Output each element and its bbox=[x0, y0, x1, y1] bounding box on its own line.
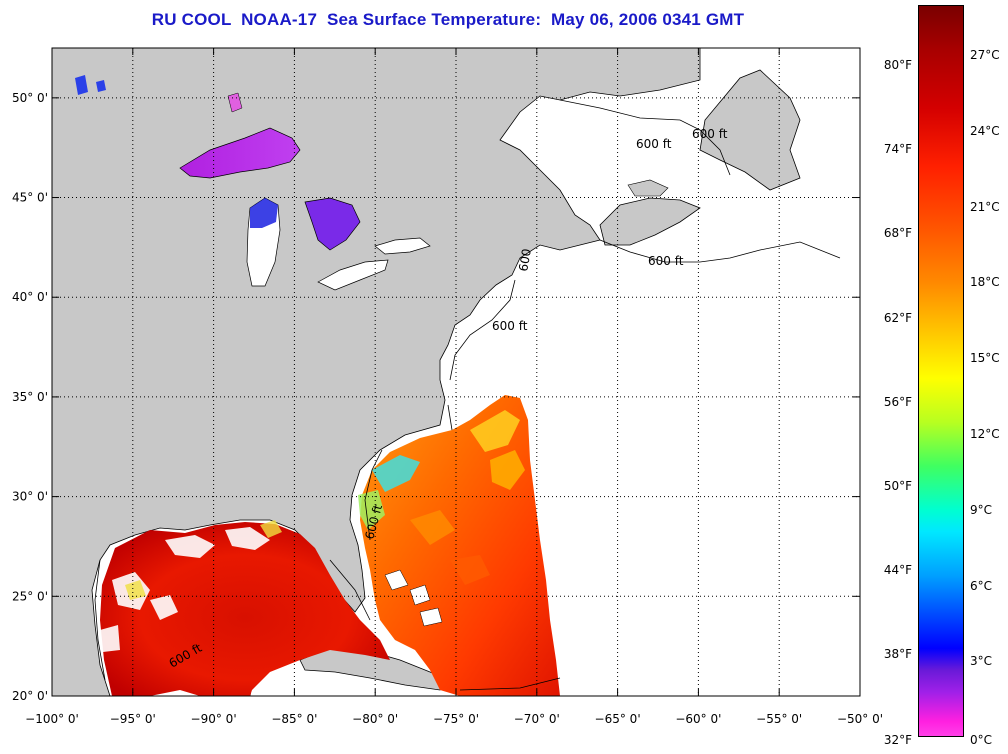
lon-tick-label: −70° 0' bbox=[514, 712, 560, 726]
lake-huron bbox=[304, 197, 361, 251]
warm-yellow-patches bbox=[125, 520, 282, 600]
colorbar-c-label: 3°C bbox=[970, 654, 993, 669]
lat-tick-label: 35° 0' bbox=[12, 390, 48, 404]
small-lake bbox=[227, 92, 243, 113]
colorbar-f-label: 38°F bbox=[883, 647, 912, 662]
map-title: RU COOL NOAA-17 Sea Surface Temperature:… bbox=[151, 10, 745, 29]
colorbar-f-label: 62°F bbox=[883, 310, 912, 325]
lat-tick-label: 45° 0' bbox=[12, 191, 48, 205]
colorbar-c-label: 0°C bbox=[970, 733, 993, 747]
colorbar-f-label: 50°F bbox=[883, 479, 912, 493]
lake-winnipeg-spots bbox=[75, 75, 106, 95]
lat-tick-label: 50° 0' bbox=[12, 91, 48, 105]
lon-tick-label: −55° 0' bbox=[756, 712, 802, 726]
gulf-sst bbox=[100, 522, 390, 696]
contour-label: 600 bbox=[516, 248, 534, 273]
lon-tick-label: −100° 0' bbox=[25, 712, 79, 726]
contour-label: 600 ft bbox=[636, 137, 672, 151]
bahamas bbox=[384, 569, 443, 627]
lat-tick-label: 20° 0' bbox=[12, 689, 48, 703]
colorbar-f-label: 80°F bbox=[883, 58, 912, 72]
pei-island bbox=[627, 179, 669, 197]
lon-tick-label: −65° 0' bbox=[595, 712, 641, 726]
colorbar-c-label: 21°C bbox=[970, 199, 1000, 214]
contour-label: 600 ft bbox=[692, 127, 728, 141]
lake-ontario bbox=[374, 237, 431, 255]
lat-tick-label: 30° 0' bbox=[12, 490, 48, 504]
axis-ticks: −100° 0' −95° 0' −90° 0' −85° 0' −80° 0' −75°… bbox=[12, 48, 883, 726]
lon-tick-label: −75° 0' bbox=[433, 712, 479, 726]
lon-tick-label: −80° 0' bbox=[352, 712, 398, 726]
colorbar-f-label: 74°F bbox=[883, 142, 912, 157]
lon-tick-label: −95° 0' bbox=[110, 712, 156, 726]
lon-tick-label: −60° 0' bbox=[675, 712, 721, 726]
contour-label: 600 ft bbox=[492, 319, 528, 333]
colorbar-c-label: 24°C bbox=[970, 123, 1000, 138]
atlantic-cool-patches bbox=[358, 410, 525, 585]
colorbar-c-label: 27°C bbox=[970, 48, 1000, 62]
lat-tick-label: 40° 0' bbox=[12, 290, 48, 304]
newfoundland bbox=[699, 69, 801, 191]
lake-superior bbox=[179, 127, 301, 179]
shelf-contours bbox=[94, 99, 841, 691]
colorbar-f-label: 56°F bbox=[883, 394, 912, 409]
colorbar-f-label: 68°F bbox=[883, 226, 912, 241]
colorbar-c-label: 15°C bbox=[970, 351, 1000, 366]
lon-tick-label: −90° 0' bbox=[191, 712, 237, 726]
colorbar-c-label: 18°C bbox=[970, 275, 1000, 290]
contour-label: 600 ft bbox=[648, 254, 684, 268]
lat-lon-grid bbox=[52, 48, 860, 696]
lon-tick-label: −85° 0' bbox=[271, 712, 317, 726]
colorbar-f-label: 32°F bbox=[883, 733, 912, 747]
colorbar-c-label: 9°C bbox=[970, 502, 993, 517]
lake-michigan-ice bbox=[250, 198, 278, 228]
land-mass bbox=[51, 47, 701, 697]
lon-tick-label: −50° 0' bbox=[837, 712, 883, 726]
temperature-colorbar bbox=[918, 5, 964, 737]
colorbar-c-label: 6°C bbox=[970, 578, 993, 593]
lat-tick-label: 25° 0' bbox=[12, 589, 48, 603]
colorbar-c-label: 12°C bbox=[970, 427, 1000, 441]
colorbar-f-label: 44°F bbox=[883, 563, 912, 578]
lake-erie bbox=[317, 259, 389, 291]
